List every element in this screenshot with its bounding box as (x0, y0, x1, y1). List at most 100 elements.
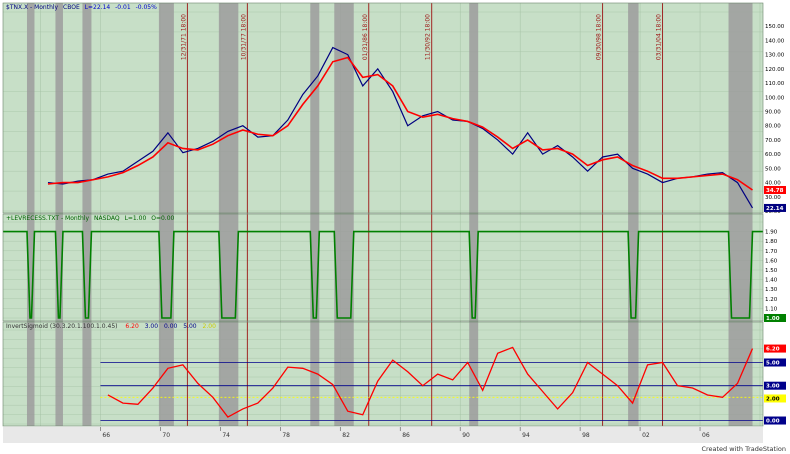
scale-label: 130.00 (765, 53, 785, 59)
price-panel-border (2, 2, 764, 214)
value-badge (764, 344, 786, 353)
price-change: -0.01 (115, 4, 131, 11)
scale-label: 120.00 (765, 67, 785, 73)
event-label: 11/30/92 18:00 (425, 14, 432, 60)
recession-panel-header: +LEVRECESS.TXT - Monthly NASDAQ L=1.00 O… (6, 215, 175, 222)
price-exchange: CBOE (63, 4, 80, 11)
value-badge (764, 416, 786, 425)
recession-band (26, 3, 35, 426)
oscillator-panel-border (2, 321, 764, 427)
scale-label: 1.80 (765, 239, 778, 245)
scale-label: 1.40 (765, 278, 778, 284)
value-badge (764, 203, 786, 212)
scale-label: 100.00 (765, 95, 785, 101)
event-markers: 12/31/71 18:00 10/31/77 18:00 01/31/86 18:… (180, 3, 664, 426)
recession-panel-border (2, 213, 764, 322)
value-badge (764, 314, 786, 322)
value-badge-label: 6.20 (766, 347, 780, 353)
recession-indicator-line (3, 230, 763, 319)
recession-band (469, 3, 479, 426)
x-tick-label: 78 (282, 432, 290, 439)
scale-label: 20.00 (765, 209, 781, 215)
plot-lines (3, 46, 763, 418)
average-line (47, 56, 753, 191)
recession-band (334, 3, 354, 426)
x-axis-ticks: 66 70 74 78 82 86 90 94 98 02 06 (100, 427, 710, 439)
recession-symbol: +LEVRECESS.TXT - Monthly (6, 215, 90, 222)
recession-open: O=0.00 (151, 215, 174, 222)
oscillator-value: 6.20 (125, 323, 139, 330)
scale-label: 1.60 (765, 258, 778, 264)
recession-band (82, 3, 92, 426)
value-badge-label: 5.00 (766, 360, 780, 366)
value-badge-label: 2.00 (766, 396, 780, 402)
value-badge (764, 381, 786, 390)
price-change-pct: -0.05% (136, 4, 158, 11)
scale-label: 30.00 (765, 195, 781, 201)
recession-bands (26, 3, 753, 426)
scale-label: 1.90 (765, 230, 778, 236)
x-tick-label: 74 (222, 432, 230, 439)
value-badge-label: 1.00 (766, 316, 780, 322)
recession-band (158, 3, 174, 426)
scale-label: 70.00 (765, 138, 781, 144)
recession-last: L=1.00 (125, 215, 147, 222)
value-badge (764, 185, 786, 194)
event-label: 01/31/86 18:00 (362, 14, 369, 60)
scale-label: 110.00 (765, 81, 785, 87)
oscillator-name: InvertSigmoid (30.3.20.1.100.1.0.45) (6, 323, 117, 330)
scale-label: 1.20 (765, 297, 778, 303)
x-axis-background (3, 427, 763, 443)
price-last: L=22.14 (85, 4, 111, 11)
recession-panel-background (3, 214, 763, 321)
event-label: 12/31/71 18:00 (180, 14, 187, 60)
scale-label: 1.70 (765, 249, 778, 255)
price-panel-header: $TNX.X - Monthly CBOE L=22.14 -0.01 -0.0… (6, 4, 157, 11)
oscillator-panel-header: InvertSigmoid (30.3.20.1.100.1.0.45) 6.2… (6, 323, 216, 330)
x-tick-label: 70 (162, 432, 170, 439)
scale-label: 1.10 (765, 306, 778, 312)
scale-label: 1.50 (765, 268, 778, 274)
recession-band (310, 3, 320, 426)
scale-label: 80.00 (765, 124, 781, 130)
event-label: 10/31/77 18:00 (240, 14, 247, 60)
value-badge-label: 3.00 (766, 384, 780, 390)
value-badge (764, 358, 786, 367)
x-tick-label: 06 (702, 432, 710, 439)
x-tick-label: 82 (342, 432, 350, 439)
event-label: 03/31/04 18:00 (656, 14, 663, 60)
scale-label: 60.00 (765, 152, 781, 158)
credit-text: Created with TradeStation (701, 445, 786, 453)
recession-exchange: NASDAQ (94, 215, 120, 222)
recession-band (728, 3, 753, 426)
oscillator-level-5: 5.00 (183, 323, 197, 330)
event-label: 09/30/98 18:00 (596, 14, 603, 60)
value-badge-label: 34.78 (766, 188, 784, 194)
x-tick-label: 90 (462, 432, 470, 439)
oscillator-level-3: 3.00 (145, 323, 159, 330)
scale-label: 40.00 (765, 181, 781, 187)
scale-label: 90.00 (765, 110, 781, 116)
scale-label: 50.00 (765, 166, 781, 172)
recession-band (628, 3, 639, 426)
price-scale-labels: 150.00 140.00 130.00 120.00 110.00 100.00 90.0… (764, 24, 786, 425)
oscillator-level-0: 0.00 (164, 323, 178, 330)
scale-label: 150.00 (765, 24, 785, 30)
oscillator-line (107, 346, 754, 418)
value-badge-label: 22.14 (766, 206, 784, 212)
value-badge-label: 0.00 (766, 419, 780, 425)
price-line (47, 46, 754, 209)
recession-band (218, 3, 239, 426)
price-symbol: $TNX.X - Monthly (6, 4, 59, 11)
x-tick-label: 66 (102, 432, 110, 439)
oscillator-level-2: 2.00 (203, 323, 217, 330)
price-scale-background (763, 3, 787, 443)
scale-label: 140.00 (765, 38, 785, 44)
price-panel-background (3, 3, 763, 213)
scale-label: 1.30 (765, 287, 778, 293)
x-tick-label: 98 (582, 432, 590, 439)
oscillator-threshold-lines (100, 362, 763, 421)
value-badge (764, 394, 786, 403)
recession-band (55, 3, 63, 426)
